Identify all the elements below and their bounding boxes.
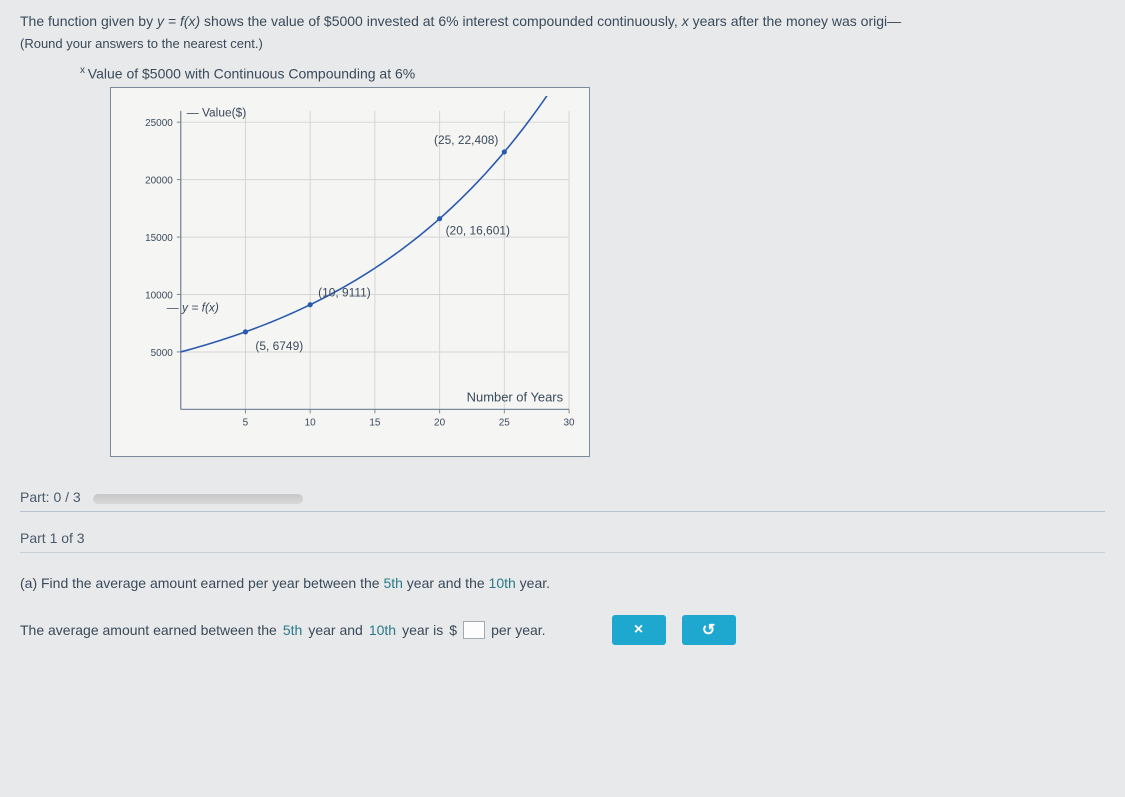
qa-suffix: year. — [516, 575, 550, 591]
part-progress: Part: 0 / 3 — [20, 483, 1105, 512]
svg-text:5000: 5000 — [151, 348, 174, 359]
svg-text:15: 15 — [369, 418, 381, 429]
progress-bar — [93, 494, 303, 504]
title-post: with Continuous Compounding at — [181, 65, 395, 81]
q-amount: $5000 — [324, 13, 363, 29]
answer-line: The average amount earned between the 5t… — [20, 615, 1105, 645]
svg-text:(10, 9111): (10, 9111) — [318, 286, 371, 300]
title-amount: $5000 — [142, 65, 181, 81]
title-pre: Value of — [88, 65, 142, 81]
svg-text:5: 5 — [243, 418, 249, 429]
svg-text:(5, 6749): (5, 6749) — [255, 339, 303, 353]
sub-question-a: (a) Find the average amount earned per y… — [20, 575, 1105, 591]
ans-y1: 5th — [283, 622, 302, 638]
svg-text:20000: 20000 — [145, 176, 173, 187]
svg-text:10: 10 — [305, 418, 317, 429]
part-label: Part 1 of 3 — [20, 530, 1105, 553]
compound-interest-chart: 50001000015000200002500051015202530(5, 6… — [121, 96, 579, 446]
q-eq: y = f(x) — [157, 13, 200, 29]
svg-text:30: 30 — [564, 418, 576, 429]
svg-text:25: 25 — [499, 418, 511, 429]
question-text: The function given by y = f(x) shows the… — [20, 12, 1105, 32]
chart-title: x Value of $5000 with Continuous Compoun… — [80, 65, 1105, 82]
svg-text:— Value($): — Value($) — [187, 106, 247, 120]
ans-y2: 10th — [369, 622, 396, 638]
title-rate: 6% — [395, 65, 415, 81]
q-post: shows the value of — [200, 13, 324, 29]
q-var: x — [682, 13, 689, 29]
svg-text:(25, 22,408): (25, 22,408) — [434, 133, 498, 147]
qa-mid: year and the — [403, 575, 489, 591]
q-pre: The function given by — [20, 13, 157, 29]
ans-mid: year and — [308, 622, 362, 638]
answer-input[interactable] — [463, 621, 485, 639]
svg-text:20: 20 — [434, 418, 446, 429]
q-tail: interest compounded continuously, — [459, 13, 682, 29]
rounding-instruction: (Round your answers to the nearest cent.… — [20, 36, 1105, 51]
svg-text:25000: 25000 — [145, 118, 173, 129]
svg-text:(20, 16,601): (20, 16,601) — [446, 224, 510, 238]
ans-currency: $ — [449, 622, 457, 638]
qa-prefix: (a) Find the average amount earned per y… — [20, 575, 383, 591]
ans-prefix: The average amount earned between the — [20, 622, 277, 638]
qa-y1: 5th — [383, 575, 402, 591]
q-rate: 6% — [438, 13, 458, 29]
progress-label: Part: 0 / 3 — [20, 489, 81, 505]
chart-container: 50001000015000200002500051015202530(5, 6… — [110, 87, 590, 457]
footnote-marker: x — [80, 65, 88, 76]
q-mid: invested at — [363, 13, 439, 29]
svg-text:Number of Years: Number of Years — [467, 390, 563, 405]
q-end: years after the money was origi— — [689, 13, 901, 29]
svg-text:— y = f(x): — y = f(x) — [166, 301, 219, 315]
qa-y2: 10th — [489, 575, 516, 591]
reset-button[interactable]: ↺ — [682, 615, 736, 645]
svg-text:15000: 15000 — [145, 233, 173, 244]
ans-unit: per year. — [491, 622, 545, 638]
ans-post: year is — [402, 622, 443, 638]
clear-button[interactable]: × — [612, 615, 666, 645]
